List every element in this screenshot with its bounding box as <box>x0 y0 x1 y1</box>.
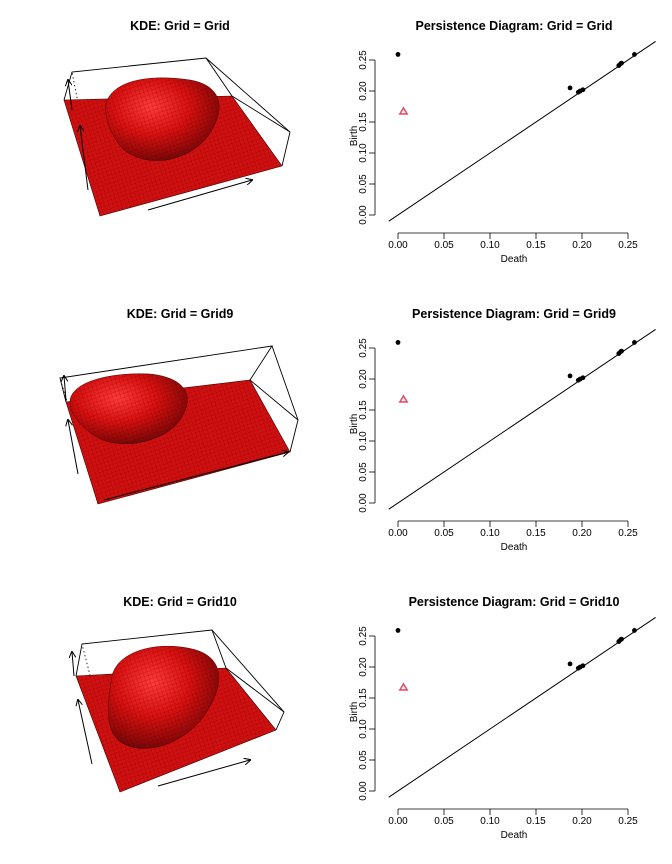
dimension-0-point <box>567 85 573 91</box>
dimension-0-point <box>619 60 624 66</box>
dimension-0-point <box>580 87 586 93</box>
x-tick-label: 0.20 <box>572 240 592 251</box>
kde-density-peak-mesh <box>70 373 188 444</box>
y-axis-label: Birth <box>349 702 360 723</box>
x-tick-label: 0.25 <box>618 240 638 251</box>
x-tick-label: 0.25 <box>618 528 638 539</box>
axis-arrow <box>147 180 252 211</box>
dimension-0-point <box>632 628 637 633</box>
y-tick-label: 0.15 <box>358 688 369 708</box>
dimension-0-point <box>632 340 637 345</box>
dimension-0-point <box>580 375 586 381</box>
dimension-0-point <box>619 348 624 354</box>
y-tick-label: 0.10 <box>358 431 369 451</box>
y-axis-label: Birth <box>349 414 360 435</box>
axis-arrow <box>103 452 288 501</box>
y-tick-label: 0.05 <box>358 462 369 482</box>
box-edge <box>225 667 285 713</box>
y-tick-label: 0.15 <box>358 400 369 420</box>
persistence-diagram-panel-1: Persistence Diagram: Grid = Grid 0.00 0.00… <box>349 19 656 265</box>
panel-title: Persistence Diagram: Grid = Grid9 <box>412 307 616 321</box>
y-tick-label: 0.05 <box>358 750 369 770</box>
y-tick-label: 0.10 <box>358 143 369 163</box>
x-tick-label: 0.10 <box>480 240 500 251</box>
x-tick-label: 0.10 <box>480 816 500 827</box>
axis-arrow <box>80 126 89 191</box>
panel-title: Persistence Diagram: Grid = Grid <box>416 19 613 33</box>
x-tick-label: 0.10 <box>480 528 500 539</box>
dimension-1-point <box>398 682 409 691</box>
x-tick-label: 0.00 <box>388 816 408 827</box>
dimension-0-point <box>580 663 586 669</box>
axis-arrow <box>68 80 73 111</box>
diagonal-line <box>388 616 656 798</box>
y-tick-label: 0.20 <box>358 369 369 389</box>
y-tick-label: 0.15 <box>358 112 369 132</box>
x-tick-label: 0.05 <box>434 240 454 251</box>
y-tick-label: 0.00 <box>358 493 369 513</box>
axis-arrow <box>68 420 79 475</box>
dimension-1-point <box>398 394 409 403</box>
dimension-0-point <box>395 52 401 57</box>
persistence-diagram-panel-3: Persistence Diagram: Grid = Grid10 0.00 0.… <box>349 595 656 841</box>
kde-density-peak-mesh <box>105 77 220 161</box>
kde-density-peak-mesh <box>108 646 219 749</box>
axis-arrow <box>64 376 66 401</box>
y-tick-label: 0.00 <box>358 781 369 801</box>
box-edge <box>59 345 273 403</box>
y-tick-label: 0.00 <box>358 205 369 225</box>
y-tick-label: 0.05 <box>358 174 369 194</box>
dimension-0-point <box>395 340 401 345</box>
y-tick-label: 0.25 <box>358 50 369 70</box>
y-tick-label: 0.25 <box>358 626 369 646</box>
panel-title: KDE: Grid = Grid9 <box>127 307 234 321</box>
x-tick-label: 0.15 <box>526 240 546 251</box>
y-axis-label: Birth <box>349 126 360 147</box>
dimension-0-point <box>619 636 624 642</box>
dimension-0-point <box>395 628 401 633</box>
x-tick-label: 0.15 <box>526 528 546 539</box>
panel-title: KDE: Grid = Grid <box>130 19 230 33</box>
x-tick-label: 0.20 <box>572 528 592 539</box>
x-tick-label: 0.00 <box>388 528 408 539</box>
x-tick-label: 0.05 <box>434 816 454 827</box>
x-tick-label: 0.20 <box>572 816 592 827</box>
axis-arrow <box>157 760 250 787</box>
x-tick-label: 0.15 <box>526 816 546 827</box>
box-edge <box>231 95 291 133</box>
persistence-diagram-panel-2: Persistence Diagram: Grid = Grid9 0.00 0.0… <box>349 307 656 553</box>
y-tick-label: 0.25 <box>358 338 369 358</box>
y-tick-label: 0.10 <box>358 719 369 739</box>
axis-arrow <box>72 652 74 677</box>
kde-surface-panel-3: KDE: Grid = Grid10 <box>72 595 285 793</box>
panel-title: Persistence Diagram: Grid = Grid10 <box>409 595 620 609</box>
dimension-0-point <box>632 52 637 57</box>
x-axis-label: Death <box>501 254 528 265</box>
box-edge <box>249 379 299 421</box>
x-axis-label: Death <box>501 542 528 553</box>
x-tick-label: 0.05 <box>434 528 454 539</box>
y-tick-label: 0.20 <box>358 81 369 101</box>
box-edge <box>75 629 227 677</box>
kde-surface-panel-2: KDE: Grid = Grid9 <box>59 307 299 505</box>
y-tick-label: 0.20 <box>358 657 369 677</box>
dimension-0-point <box>567 661 573 667</box>
dimension-1-point <box>398 106 409 115</box>
x-tick-label: 0.00 <box>388 240 408 251</box>
x-tick-label: 0.25 <box>618 816 638 827</box>
diagonal-line <box>388 328 656 510</box>
diagonal-line <box>388 40 656 222</box>
x-axis-label: Death <box>501 830 528 841</box>
panel-title: KDE: Grid = Grid10 <box>123 595 237 609</box>
axis-arrow <box>78 700 93 765</box>
kde-surface-panel-1: KDE: Grid = Grid <box>63 19 291 217</box>
dimension-0-point <box>567 373 573 379</box>
